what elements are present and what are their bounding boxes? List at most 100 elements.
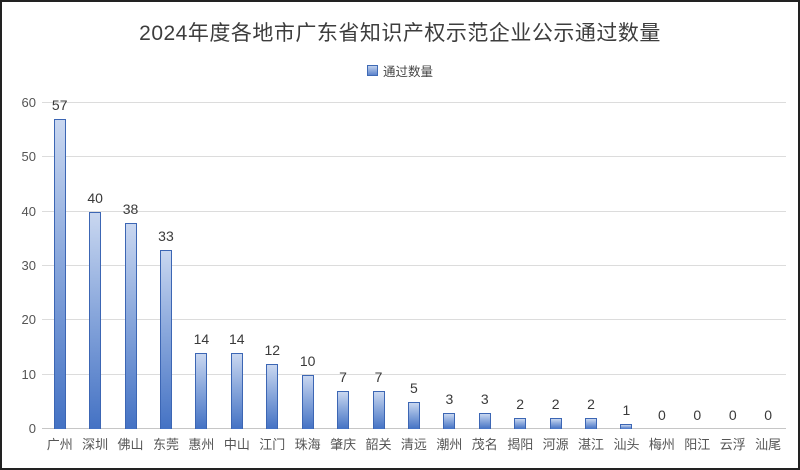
bar-column: 7 [361, 103, 396, 429]
bar-column: 0 [750, 103, 785, 429]
x-category-label: 汕头 [613, 437, 640, 452]
bar-column: 2 [538, 103, 573, 429]
bar-value-label: 14 [229, 331, 245, 347]
bar-column: 3 [432, 103, 467, 429]
bar-value-label: 33 [158, 228, 174, 244]
bar-value-label: 0 [728, 407, 737, 423]
bar-value-label: 40 [87, 190, 103, 206]
bar-column: 10 [290, 103, 325, 429]
x-category-label: 揭阳 [507, 437, 534, 452]
bar [89, 212, 102, 429]
bar-value-label: 0 [693, 407, 702, 423]
plot-area: 0 10 20 30 40 50 60 57 40 38 33 14 14 12 10 7 7 5 3 3 2 2 2 1 0 0… [22, 96, 786, 436]
bar [407, 402, 420, 429]
bar [549, 418, 562, 429]
x-category-label: 广州 [46, 437, 73, 452]
y-tick-label: 20 [21, 312, 36, 328]
bar-value-label: 3 [445, 391, 454, 407]
bar [620, 424, 633, 429]
bar-column: 0 [715, 103, 750, 429]
bar-column: 14 [184, 103, 219, 429]
bar [478, 413, 491, 429]
gridline [42, 265, 786, 266]
bar-column: 2 [502, 103, 537, 429]
bar-value-label: 2 [587, 396, 595, 412]
bar-column: 57 [42, 97, 77, 429]
legend: 通过数量 [2, 61, 798, 80]
x-category-label: 潮州 [436, 437, 463, 452]
bar [301, 375, 314, 429]
bar-value-label: 2 [516, 396, 525, 412]
bar [124, 223, 137, 429]
gridline [42, 156, 786, 158]
x-category-label: 佛山 [117, 437, 144, 452]
gridline [42, 210, 786, 212]
bar [443, 413, 456, 429]
y-tick-label: 10 [21, 366, 36, 382]
bar-column: 0 [680, 103, 715, 429]
bar-value-label: 10 [299, 353, 316, 369]
y-tick-label: 50 [21, 149, 36, 165]
bar-column: 12 [255, 103, 290, 429]
y-tick-label: 0 [28, 421, 36, 436]
bar-value-label: 5 [410, 380, 418, 396]
x-category-label: 深圳 [82, 437, 109, 452]
bar-columns: 57 40 38 33 14 14 12 10 7 7 5 3 3 2 2 2 1 0 0 0 0 [42, 97, 786, 429]
x-category-label: 江门 [259, 437, 286, 452]
bar-value-label: 0 [764, 407, 773, 423]
y-tick-label: 60 [21, 95, 36, 110]
bar-value-label: 2 [551, 396, 560, 412]
bar-column: 38 [113, 103, 148, 429]
bar-column: 5 [396, 103, 431, 429]
bar [372, 391, 385, 429]
bar [195, 353, 208, 429]
legend-label: 通过数量 [382, 65, 433, 79]
x-category-label: 珠海 [294, 437, 321, 452]
bar [53, 119, 66, 429]
bar-value-label: 3 [480, 391, 489, 407]
x-category-label: 河源 [542, 437, 569, 452]
x-category-label: 惠州 [188, 437, 215, 452]
bar-value-label: 57 [51, 97, 68, 113]
x-category-label: 韶关 [365, 437, 392, 452]
x-category-label: 云浮 [719, 437, 746, 452]
bar-value-label: 14 [193, 331, 210, 347]
bar [514, 418, 527, 429]
x-axis: 广州 深圳 佛山 东莞 惠州 中山 江门 珠海 肇庆 韶关 清远 潮州 茂名 揭阳 河源 湛江 汕头 梅州 阳江 云浮… [42, 434, 786, 453]
bar-column: 0 [644, 103, 679, 429]
gridline [42, 373, 786, 375]
x-category-label: 梅州 [648, 437, 675, 452]
bar-value-label: 12 [264, 342, 281, 358]
bar [337, 391, 350, 429]
x-category-label: 茂名 [471, 437, 498, 452]
bar-column: 33 [148, 103, 183, 429]
x-category-label: 清远 [400, 437, 427, 452]
x-category-label: 汕尾 [755, 437, 782, 452]
bar-value-label: 0 [657, 407, 666, 423]
x-category-label: 中山 [223, 437, 250, 452]
bar-column: 1 [609, 103, 644, 429]
bar-value-label: 38 [122, 201, 139, 217]
bar-column: 7 [325, 103, 360, 429]
chart-title: 2024年度各地市广东省知识产权示范企业公示通过数量 [139, 22, 661, 45]
x-category-label: 阳江 [684, 437, 711, 452]
bar-column: 2 [573, 103, 608, 429]
x-category-label: 肇庆 [330, 437, 357, 452]
legend-marker-icon [366, 65, 378, 76]
bar [585, 418, 598, 429]
gridline [42, 102, 786, 103]
bar-column: 3 [467, 103, 502, 429]
bar-column: 40 [77, 103, 112, 429]
y-tick-label: 40 [21, 203, 36, 219]
bar [266, 364, 279, 429]
bar-value-label: 1 [622, 402, 631, 418]
bar-value-label: 7 [339, 369, 347, 385]
bar-value-label: 7 [374, 369, 383, 385]
y-tick-label: 30 [21, 258, 36, 273]
x-category-label: 东莞 [152, 437, 179, 452]
bar [159, 250, 172, 429]
x-category-label: 湛江 [578, 437, 605, 452]
bar-column: 14 [219, 103, 254, 429]
bar [230, 353, 243, 429]
